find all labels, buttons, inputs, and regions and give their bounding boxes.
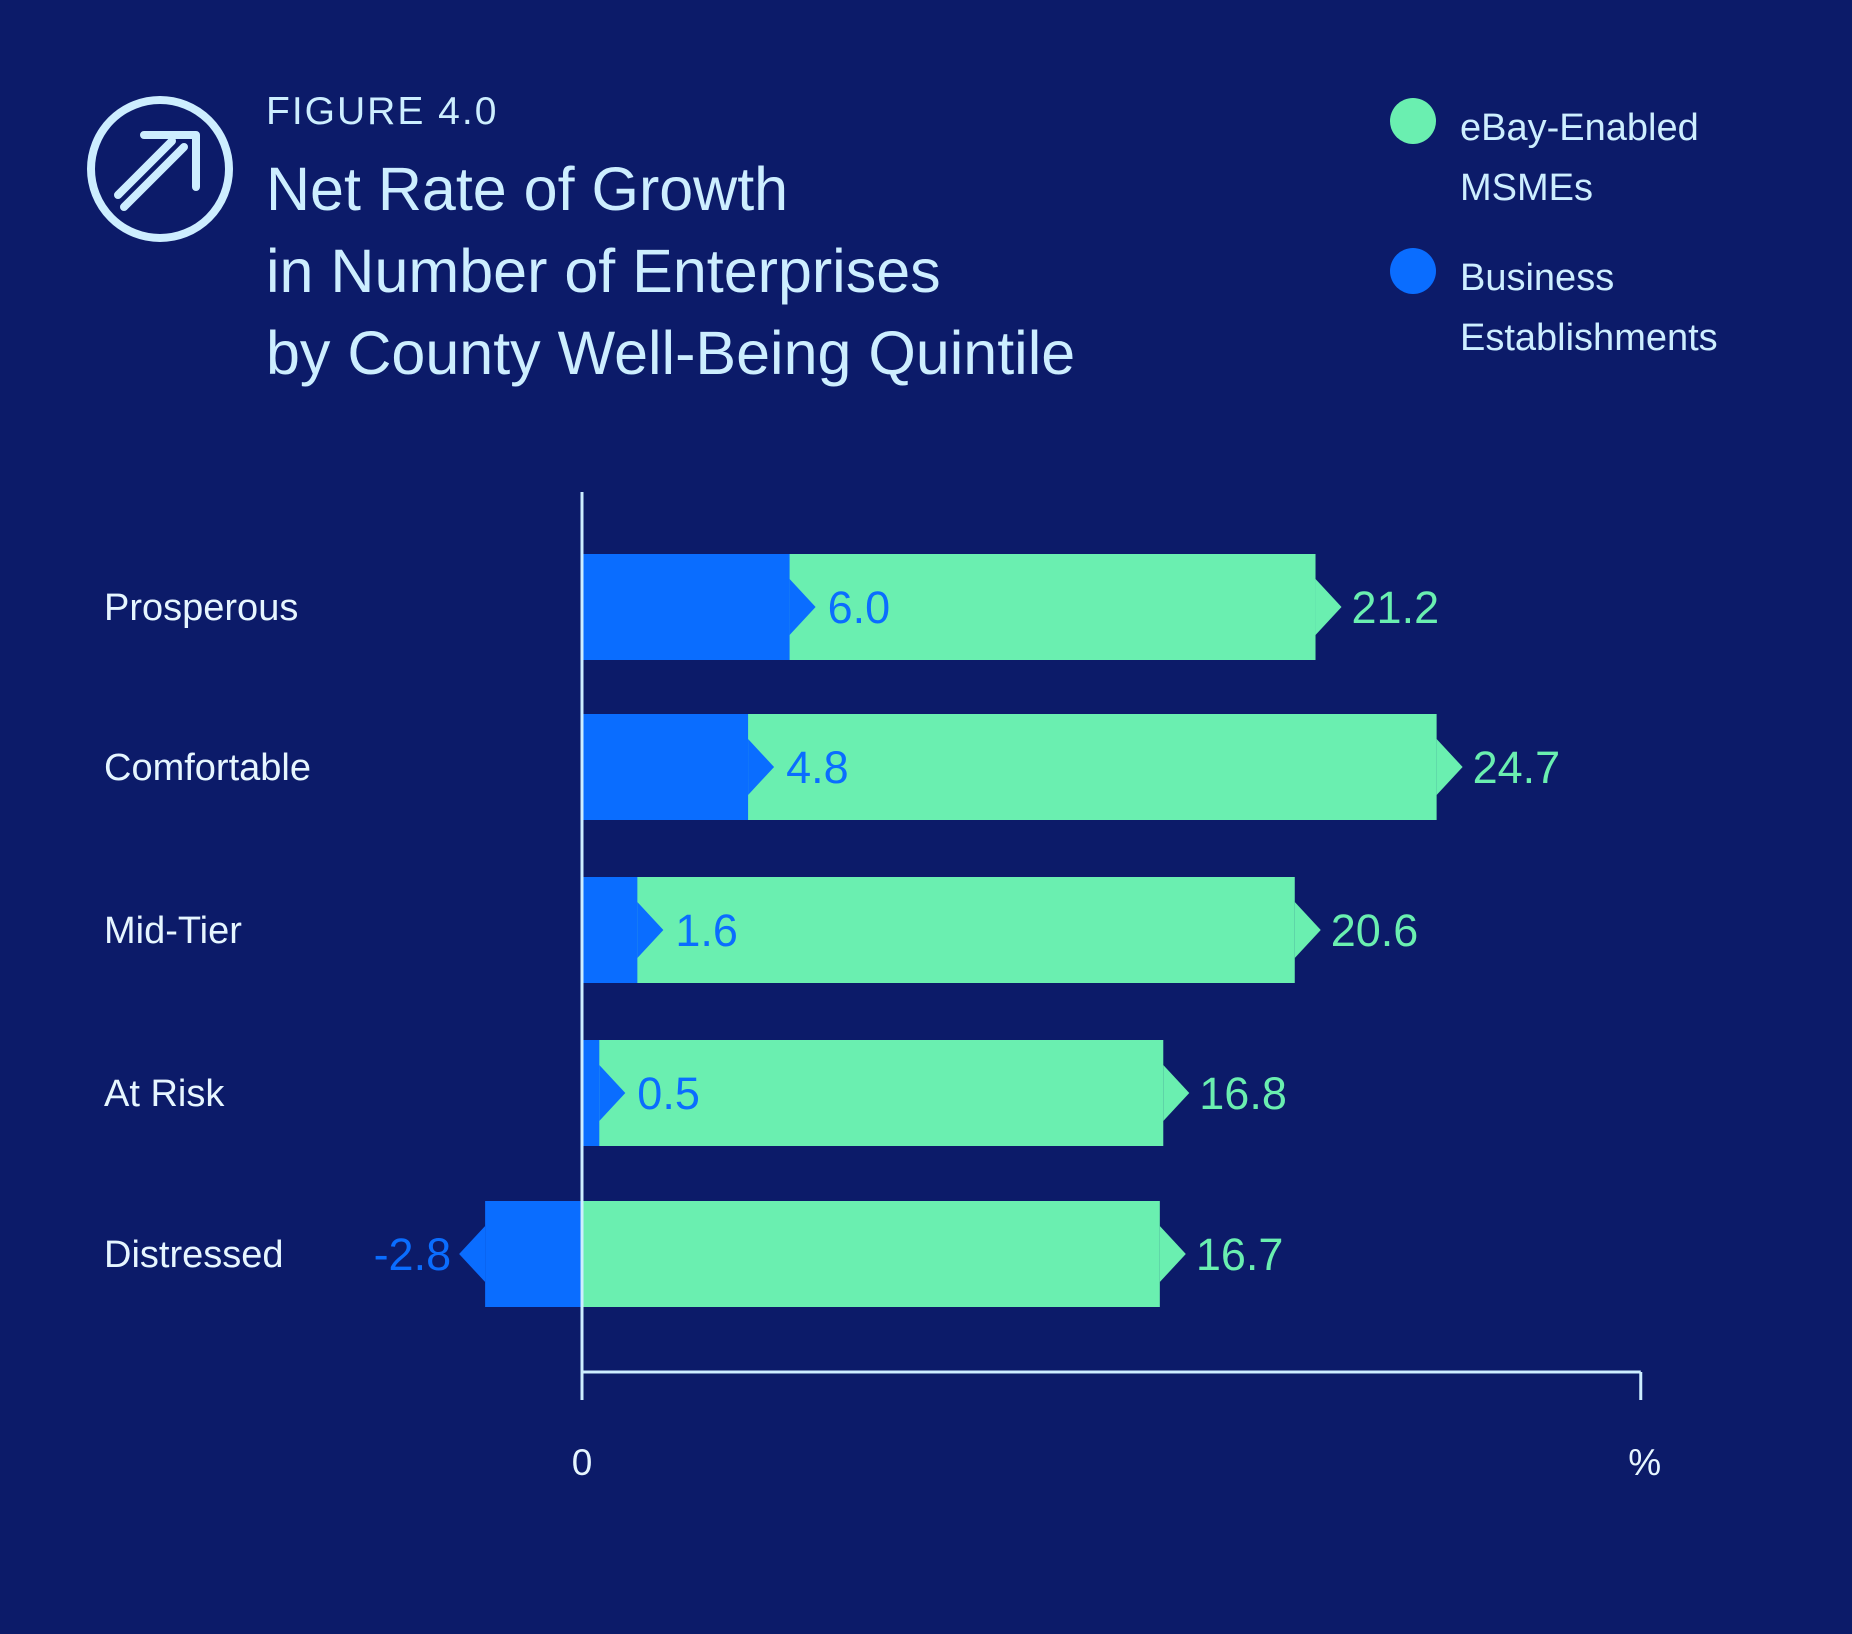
data-label-ebay: 21.2 [1352, 582, 1440, 633]
chart-title: Net Rate of Growth in Number of Enterpri… [266, 148, 1266, 394]
legend-label-line: Establishments [1460, 317, 1718, 359]
bar-business [582, 1040, 600, 1146]
bar-pointer-business [748, 739, 775, 795]
legend-label-line: eBay-Enabled [1460, 107, 1699, 149]
category-label: Comfortable [104, 747, 311, 789]
legend-label-line: MSMEs [1460, 167, 1593, 209]
bar-pointer-business [637, 902, 664, 958]
data-label-ebay: 24.7 [1473, 742, 1561, 793]
bar-pointer-business [459, 1226, 486, 1282]
x-tick-label: 0 [572, 1442, 593, 1483]
data-label-ebay: 16.7 [1196, 1229, 1284, 1280]
data-label-ebay: 20.6 [1331, 905, 1419, 956]
bar-ebay [582, 877, 1295, 983]
arrow-up-right-circle-icon [87, 96, 233, 242]
data-label-business: 0.5 [637, 1068, 700, 1119]
bar-business [582, 714, 749, 820]
bar-business [582, 877, 638, 983]
data-label-business: -2.8 [374, 1229, 452, 1280]
legend-swatch-ebay [1390, 98, 1436, 144]
data-label-business: 6.0 [828, 582, 891, 633]
legend-swatch-business [1390, 248, 1436, 294]
bar-pointer-ebay [1315, 579, 1342, 635]
bar-pointer-business [789, 579, 816, 635]
category-label: Prosperous [104, 587, 298, 629]
bar-pointer-ebay [1159, 1226, 1186, 1282]
bar-pointer-ebay [1163, 1065, 1190, 1121]
bar-business [485, 1201, 582, 1307]
category-label: Distressed [104, 1234, 284, 1276]
figure-label: FIGURE 4.0 [266, 90, 499, 133]
chart-title-line: by County Well-Being Quintile [266, 319, 1076, 387]
data-label-business: 1.6 [675, 905, 738, 956]
bar-pointer-ebay [1436, 739, 1463, 795]
bar-ebay [582, 1040, 1164, 1146]
legend-label-ebay: eBay-Enabled MSMEs [1460, 98, 1699, 218]
chart-title-line: in Number of Enterprises [266, 237, 941, 305]
category-label: At Risk [104, 1073, 225, 1115]
legend-label-business: Business Establishments [1460, 248, 1718, 368]
bar-pointer-ebay [1294, 902, 1321, 958]
data-label-business: 4.8 [786, 742, 849, 793]
bar-ebay [582, 1201, 1160, 1307]
bar-business [582, 554, 790, 660]
x-axis-unit-label: % [1628, 1442, 1661, 1483]
bar-pointer-business [599, 1065, 626, 1121]
category-label: Mid-Tier [104, 910, 242, 952]
legend-label-line: Business [1460, 257, 1615, 299]
data-label-ebay: 16.8 [1199, 1068, 1287, 1119]
chart-title-line: Net Rate of Growth [266, 155, 789, 223]
